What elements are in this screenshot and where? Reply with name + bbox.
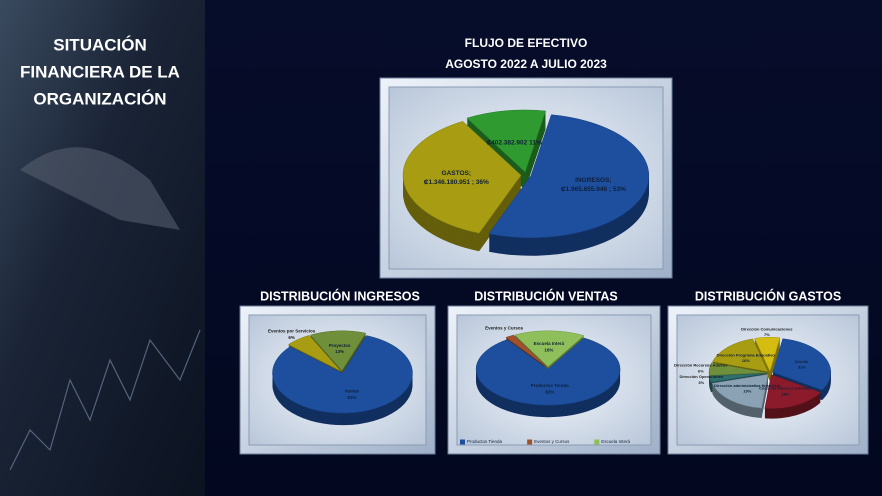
- slice-value-label: 82%: [545, 389, 554, 394]
- slice-category-label: GASTOS;: [442, 170, 472, 177]
- legend-label: Escuela Interá: [601, 439, 630, 444]
- slice-value-label: 81%: [347, 395, 356, 400]
- slice-category-label: Eventos por Servicios: [268, 329, 316, 334]
- slice-category-label: Dirección administrativa financiera: [714, 383, 781, 388]
- slice-value-label: 7%: [764, 332, 770, 337]
- chart-title: DISTRIBUCIÓN GASTOS: [695, 288, 841, 303]
- slide: SITUACIÓN FINANCIERA DE LA ORGANIZACIÓN …: [0, 0, 882, 496]
- slice-value-label: 6%: [288, 335, 295, 340]
- chart-title: DISTRIBUCIÓN INGRESOS: [260, 288, 420, 303]
- slice-category-label: Diseño: [795, 359, 809, 364]
- legend-label: Productos Tienda: [467, 439, 503, 444]
- slice-category-label: Productos Tienda: [531, 383, 569, 388]
- slice-value-label: ₡1.965.655.946 ; 53%: [561, 186, 626, 193]
- slice-value-label: ₡402.382.902 11%: [486, 140, 542, 147]
- slice-value-label: 31%: [798, 364, 806, 369]
- chart-title: DISTRIBUCIÓN VENTAS: [474, 288, 618, 303]
- slice-value-label: 16%: [544, 347, 553, 352]
- sidebar-title-line: FINANCIERA DE LA: [20, 62, 180, 81]
- slice-value-label: 6%: [698, 368, 704, 373]
- slice-category-label: INGRESOS;: [575, 177, 611, 184]
- slice-value-label: ₡1.346.180.951 ; 36%: [424, 179, 489, 186]
- legend-label: Eventos y Cursos: [534, 439, 570, 444]
- slice-value-label: 18%: [781, 391, 789, 396]
- slice-category-label: Escuela Interá: [534, 341, 565, 346]
- slice-category-label: Dirección Recursos Adultos: [674, 363, 728, 368]
- sidebar-title-line: SITUACIÓN: [53, 35, 147, 54]
- slice-category-label: Ventas: [345, 389, 360, 394]
- slice-value-label: 16%: [742, 358, 750, 363]
- sidebar-title-line: ORGANIZACIÓN: [33, 89, 166, 108]
- legend-swatch: [594, 440, 599, 445]
- slice-category-label: Proyectos: [329, 343, 351, 348]
- slice-value-label: 13%: [335, 349, 344, 354]
- slice-category-label: Dirección Operaciones: [680, 374, 724, 379]
- chart-subtitle: AGOSTO 2022 A JULIO 2023: [445, 57, 607, 71]
- legend-swatch: [460, 440, 465, 445]
- slice-value-label: 19%: [743, 388, 751, 393]
- chart-title: FLUJO DE EFECTIVO: [465, 36, 588, 50]
- page: SITUACIÓN FINANCIERA DE LA ORGANIZACIÓN …: [0, 0, 882, 496]
- legend-swatch: [527, 440, 532, 445]
- slice-category-label: Dirección Comunicaciones: [741, 326, 793, 331]
- slice-category-label: Dirección Programa Educativo: [717, 353, 776, 358]
- slice-category-label: Eventos y Cursos: [485, 326, 524, 331]
- slice-value-label: 3%: [698, 380, 704, 385]
